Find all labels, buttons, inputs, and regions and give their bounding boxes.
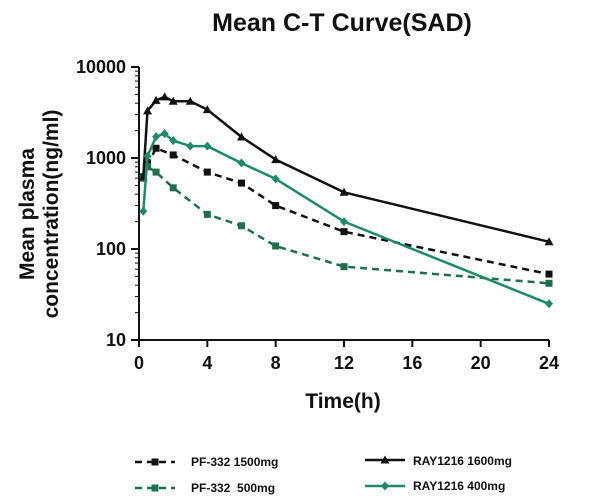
- data-point: [160, 129, 169, 139]
- data-point: [202, 105, 212, 114]
- y-axis-title-line2: concentration(ng/ml): [40, 110, 63, 319]
- x-tick-label: 8: [271, 353, 281, 373]
- data-point: [381, 481, 389, 491]
- legend-label: RAY1216 400mg: [413, 479, 505, 493]
- data-point: [272, 202, 280, 210]
- axes: 0 4 8 12 16 20 24 10 100 1000 10000: [76, 57, 559, 373]
- series: [139, 144, 553, 278]
- data-point: [203, 141, 212, 151]
- x-tick-label: 0: [134, 353, 144, 373]
- data-point: [185, 96, 195, 105]
- series: [139, 129, 553, 309]
- series: [139, 163, 553, 287]
- data-point: [237, 132, 246, 141]
- legend-item: PF-332 500mg: [135, 481, 275, 495]
- data-point: [238, 222, 245, 230]
- y-axis-title: Mean plasma concentration(ng/ml): [16, 110, 63, 319]
- data-point: [271, 174, 280, 184]
- data-point: [339, 187, 349, 196]
- legend-item: RAY1216 1600mg: [365, 454, 512, 468]
- y-tick-label: 1000: [86, 148, 126, 168]
- legend-label: RAY1216 1600mg: [413, 454, 512, 468]
- legend-item: RAY1216 400mg: [365, 479, 505, 493]
- data-point: [186, 141, 195, 151]
- data-point: [143, 106, 153, 115]
- x-tick-label: 4: [202, 353, 212, 373]
- legend-label: PF-332 1500mg: [191, 455, 278, 469]
- series-layer: [138, 92, 554, 309]
- data-point: [151, 458, 159, 466]
- data-point: [544, 237, 554, 246]
- data-point: [151, 95, 161, 104]
- chart-title: Mean C-T Curve(SAD): [212, 9, 472, 37]
- y-tick-label: 10000: [76, 57, 126, 77]
- data-point: [380, 455, 390, 464]
- data-point: [169, 151, 177, 159]
- x-axis-title: Time(h): [305, 390, 380, 413]
- legend-label: PF-332 500mg: [191, 481, 275, 495]
- x-tick-label: 24: [539, 353, 559, 373]
- x-tick-label: 20: [471, 353, 491, 373]
- y-axis-title-line1: Mean plasma: [16, 148, 39, 280]
- data-point: [203, 168, 211, 176]
- data-point: [272, 242, 280, 250]
- data-point: [139, 206, 148, 216]
- data-point: [168, 96, 178, 105]
- legend: PF-332 1500mg PF-332 500mg RAY1216 1600mg R…: [135, 454, 512, 495]
- x-tick-label: 12: [334, 353, 354, 373]
- data-point: [152, 144, 160, 152]
- data-point: [152, 132, 161, 142]
- data-point: [545, 299, 553, 309]
- x-tick-label: 16: [402, 353, 422, 373]
- data-point: [271, 155, 281, 164]
- data-point: [340, 217, 348, 227]
- data-point: [545, 279, 553, 287]
- y-tick-label: 10: [106, 330, 126, 350]
- data-point: [238, 179, 245, 187]
- data-point: [160, 92, 170, 101]
- data-point: [340, 228, 348, 236]
- y-tick-label: 100: [96, 239, 126, 259]
- data-point: [203, 210, 211, 218]
- data-point: [340, 263, 348, 271]
- data-point: [545, 270, 553, 278]
- data-point: [169, 136, 178, 146]
- data-point: [237, 158, 246, 168]
- data-point: [152, 168, 160, 176]
- data-point: [169, 184, 177, 192]
- data-point: [151, 484, 159, 492]
- legend-item: PF-332 1500mg: [135, 455, 278, 469]
- data-point: [143, 151, 152, 161]
- series-line: [142, 132, 550, 305]
